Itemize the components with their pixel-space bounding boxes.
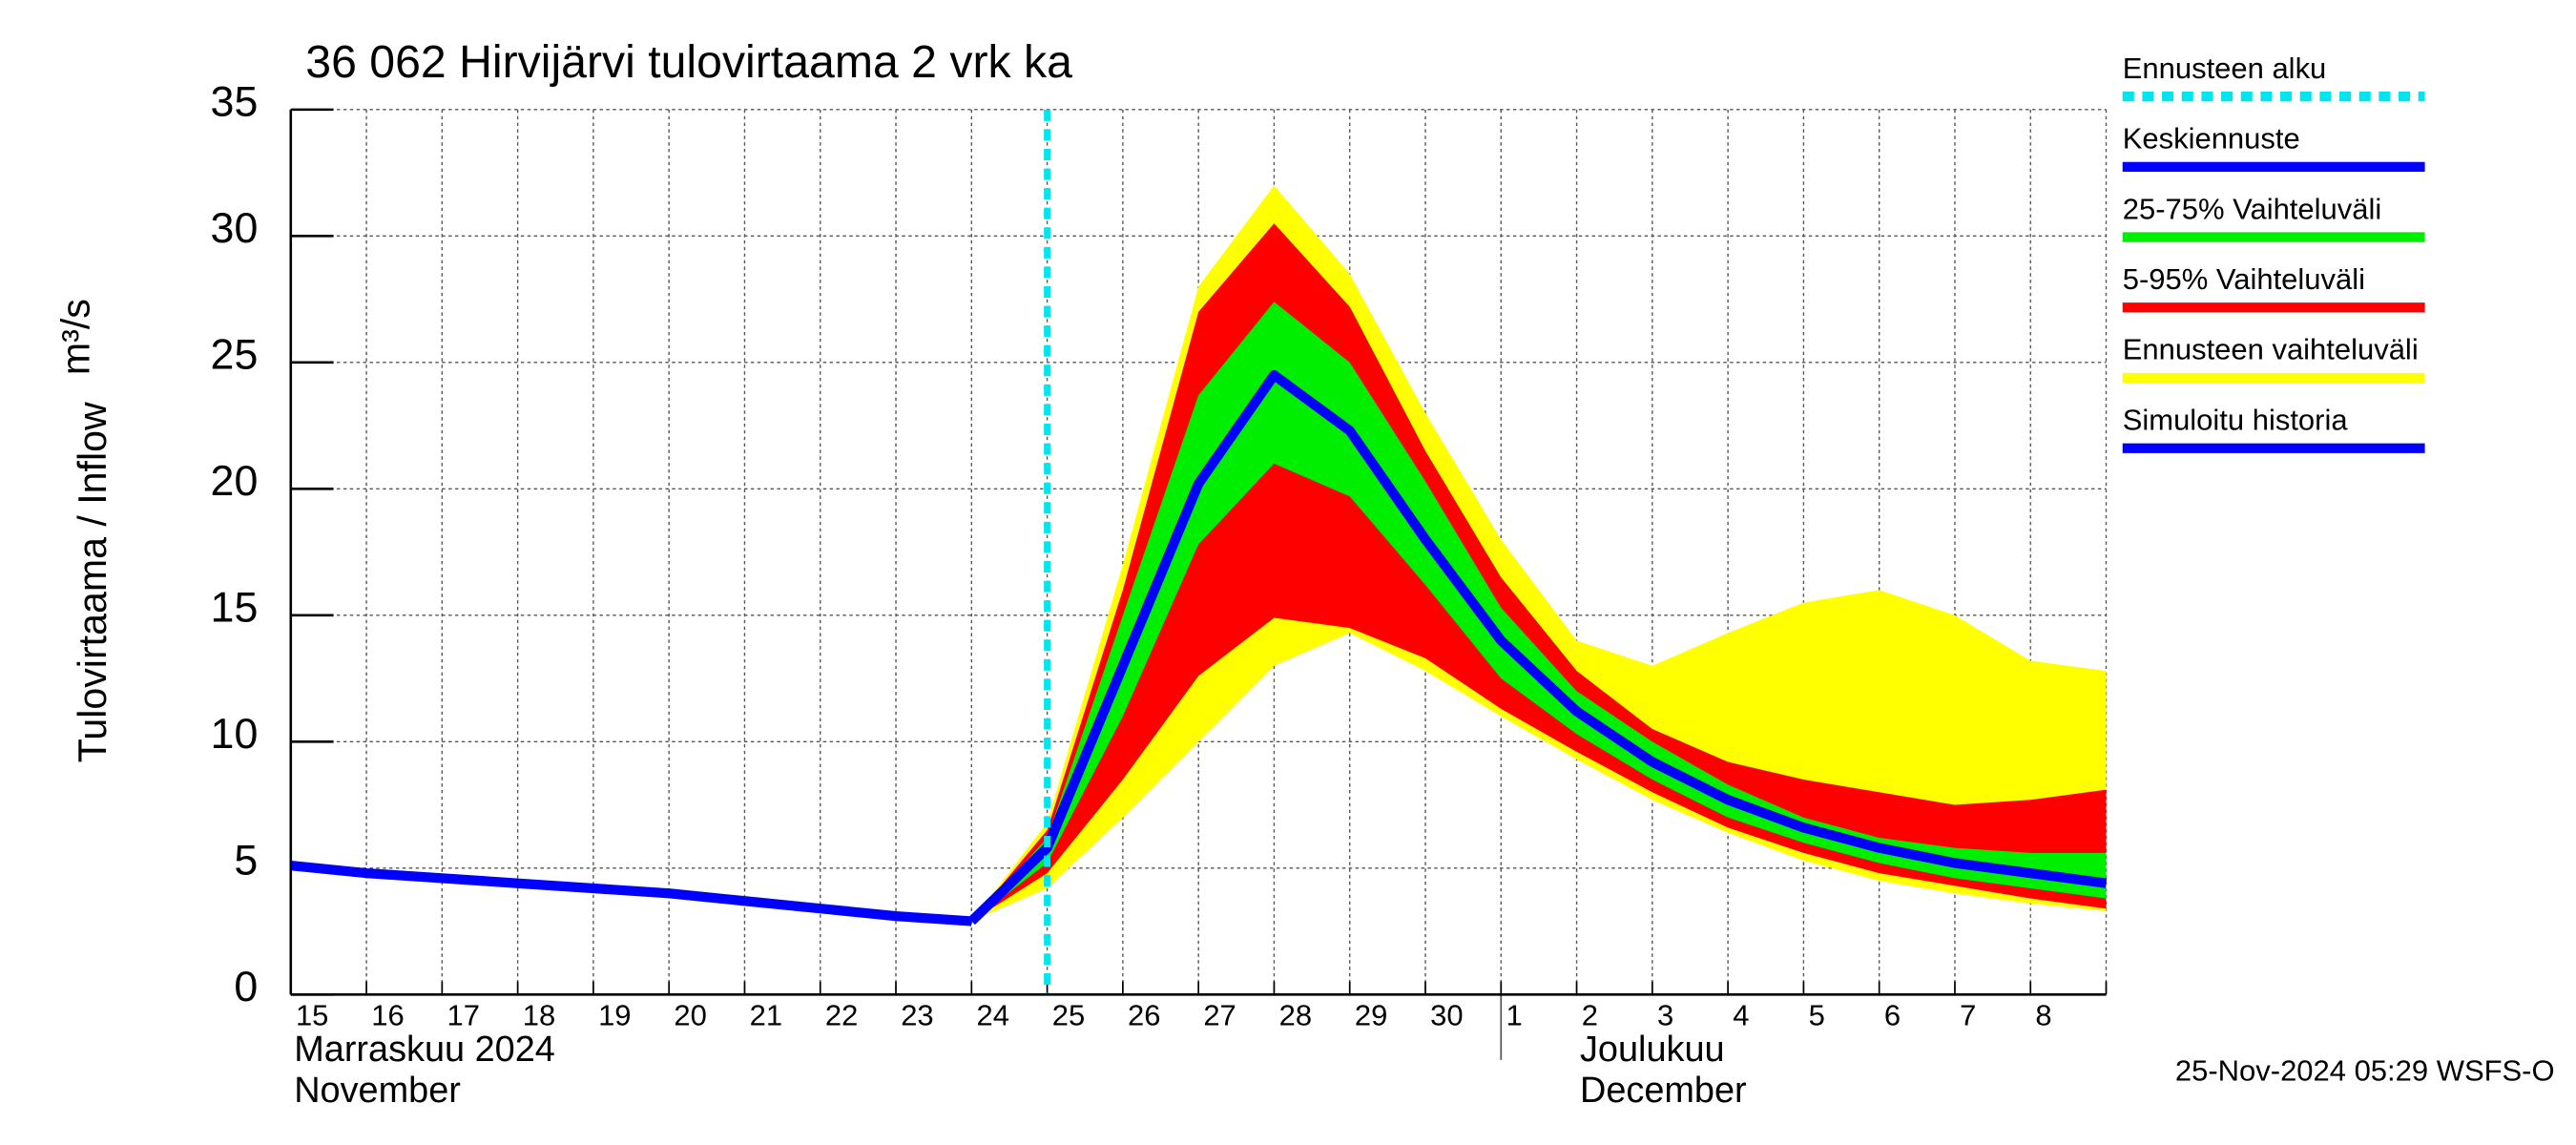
- month-label: November: [294, 1071, 461, 1111]
- legend-label: 25-75% Vaihteluväli: [2123, 192, 2381, 225]
- month-label: December: [1580, 1071, 1747, 1111]
- footer: 25-Nov-2024 05:29 WSFS-O: [2175, 1054, 2555, 1088]
- legend-label: Keskiennuste: [2123, 122, 2300, 156]
- band: [971, 302, 2107, 922]
- y-tick-label: 5: [234, 838, 258, 885]
- y-tick-label: 25: [211, 332, 259, 379]
- y-tick-label: 0: [234, 964, 258, 1010]
- chart-title: 36 062 Hirvijärvi tulovirtaama 2 vrk ka: [305, 36, 1072, 88]
- x-tick-label: 26: [1128, 999, 1160, 1032]
- y-axis-unit: m³/s: [53, 299, 97, 375]
- x-tick-label: 6: [1884, 999, 1901, 1032]
- legend-label: Simuloitu historia: [2123, 404, 2349, 437]
- x-tick-label: 7: [1960, 999, 1976, 1032]
- x-tick-label: 30: [1430, 999, 1463, 1032]
- x-tick-label: 25: [1052, 999, 1085, 1032]
- x-tick-label: 28: [1279, 999, 1312, 1032]
- y-tick-label: 15: [211, 585, 259, 632]
- x-tick-label: 19: [598, 999, 631, 1032]
- x-tick-label: 27: [1203, 999, 1236, 1032]
- y-axis-label: Tulovirtaama / Inflow: [71, 402, 114, 762]
- x-tick-label: 15: [296, 999, 328, 1032]
- x-tick-label: 21: [750, 999, 782, 1032]
- x-tick-label: 23: [901, 999, 933, 1032]
- line: [967, 369, 2108, 926]
- x-tick-label: 20: [674, 999, 706, 1032]
- x-tick-label: 18: [523, 999, 555, 1032]
- legend-label: 5-95% Vaihteluväli: [2123, 262, 2365, 296]
- month-label: Joulukuu: [1580, 1030, 1725, 1070]
- y-tick-label: 30: [211, 205, 259, 252]
- legend-label: Ennusteen alku: [2123, 52, 2327, 85]
- x-tick-label: 17: [447, 999, 480, 1032]
- x-tick-label: 22: [825, 999, 858, 1032]
- x-tick-label: 24: [976, 999, 1008, 1032]
- x-tick-label: 4: [1733, 999, 1749, 1032]
- x-tick-label: 29: [1355, 999, 1387, 1032]
- x-tick-label: 1: [1506, 999, 1522, 1032]
- x-tick-label: 8: [2035, 999, 2051, 1032]
- x-tick-label: 2: [1582, 999, 1598, 1032]
- y-tick-label: 20: [211, 458, 259, 505]
- line: [290, 861, 972, 926]
- x-tick-label: 16: [371, 999, 404, 1032]
- x-tick-label: 3: [1657, 999, 1673, 1032]
- y-tick-label: 35: [211, 79, 259, 126]
- legend-label: Ennusteen vaihteluväli: [2123, 333, 2419, 366]
- x-tick-label: 5: [1809, 999, 1825, 1032]
- month-label: Marraskuu 2024: [294, 1030, 555, 1070]
- y-tick-label: 10: [211, 711, 259, 758]
